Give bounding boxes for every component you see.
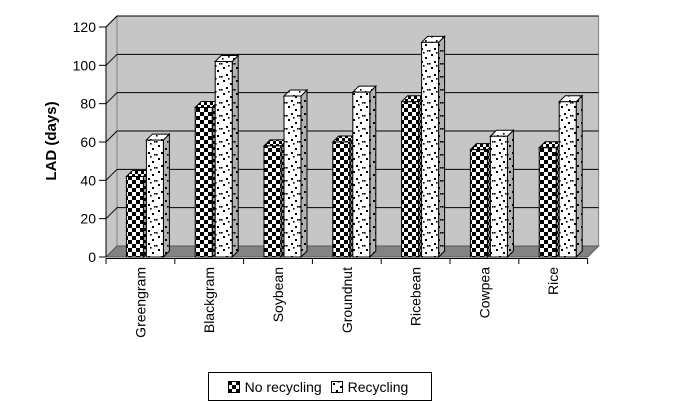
bar-Soybean-Recycling-side (300, 88, 308, 259)
bar-Rice-No-recycling (538, 147, 557, 258)
gridline-side-connector (105, 207, 118, 220)
bar-Ricebean-Recycling-side (438, 35, 446, 259)
legend-label-recycling: Recycling (347, 378, 409, 395)
y-tick-label: 20 (80, 211, 96, 227)
bar-Rice-Recycling-side (575, 94, 583, 259)
bar-Blackgram-No-recycling (194, 107, 213, 258)
bar-Cowpea-Recycling (489, 135, 508, 258)
bar-Blackgram-Recycling (214, 61, 233, 258)
legend: No recycling Recycling (208, 372, 432, 401)
bar-Cowpea-No-recycling (469, 149, 488, 258)
y-axis-title: LAD (days) (43, 101, 60, 181)
legend-label-no-recycling: No recycling (244, 378, 322, 395)
bar-Soybean-Recycling (283, 95, 302, 258)
bar-Groundnut-No-recycling (332, 141, 351, 258)
y-tick-label: 80 (80, 96, 96, 112)
bar-Ricebean-Recycling (421, 41, 440, 258)
category-label: Ricebean (408, 267, 424, 326)
bar-Greengram-Recycling-side (162, 132, 170, 259)
y-tick-label: 100 (73, 57, 97, 73)
gridline-side-connector (105, 168, 118, 181)
legend-swatch-recycling (330, 380, 343, 393)
y-tick-label: 120 (73, 19, 97, 35)
category-label: Groundnut (339, 267, 355, 333)
gridline-side-connector (105, 130, 118, 143)
bar-Rice-Recycling (558, 101, 577, 258)
legend-swatch-no-recycling (227, 380, 240, 393)
category-label: Blackgram (201, 267, 217, 333)
category-label: Rice (545, 267, 561, 295)
bar-Ricebean-No-recycling (401, 101, 420, 258)
bar-Greengram-Recycling (145, 139, 164, 258)
bar-Greengram-No-recycling (125, 176, 144, 258)
bar-Cowpea-Recycling-side (506, 129, 514, 259)
gridline-side-connector (105, 92, 118, 105)
bar-Blackgram-Recycling-side (231, 54, 239, 259)
y-tick-label: 60 (80, 134, 96, 150)
bar-Groundnut-Recycling-side (369, 84, 377, 259)
gridline-side-connector (105, 15, 118, 28)
y-tick-label: 40 (80, 172, 96, 188)
y-tick-label: 0 (88, 249, 96, 265)
bar-Groundnut-Recycling (352, 91, 371, 258)
bar-Soybean-No-recycling (263, 145, 282, 258)
category-label: Soybean (270, 267, 286, 322)
category-label: Cowpea (476, 267, 492, 319)
category-label: Greengram (132, 267, 148, 338)
gridline-side-connector (105, 53, 118, 66)
